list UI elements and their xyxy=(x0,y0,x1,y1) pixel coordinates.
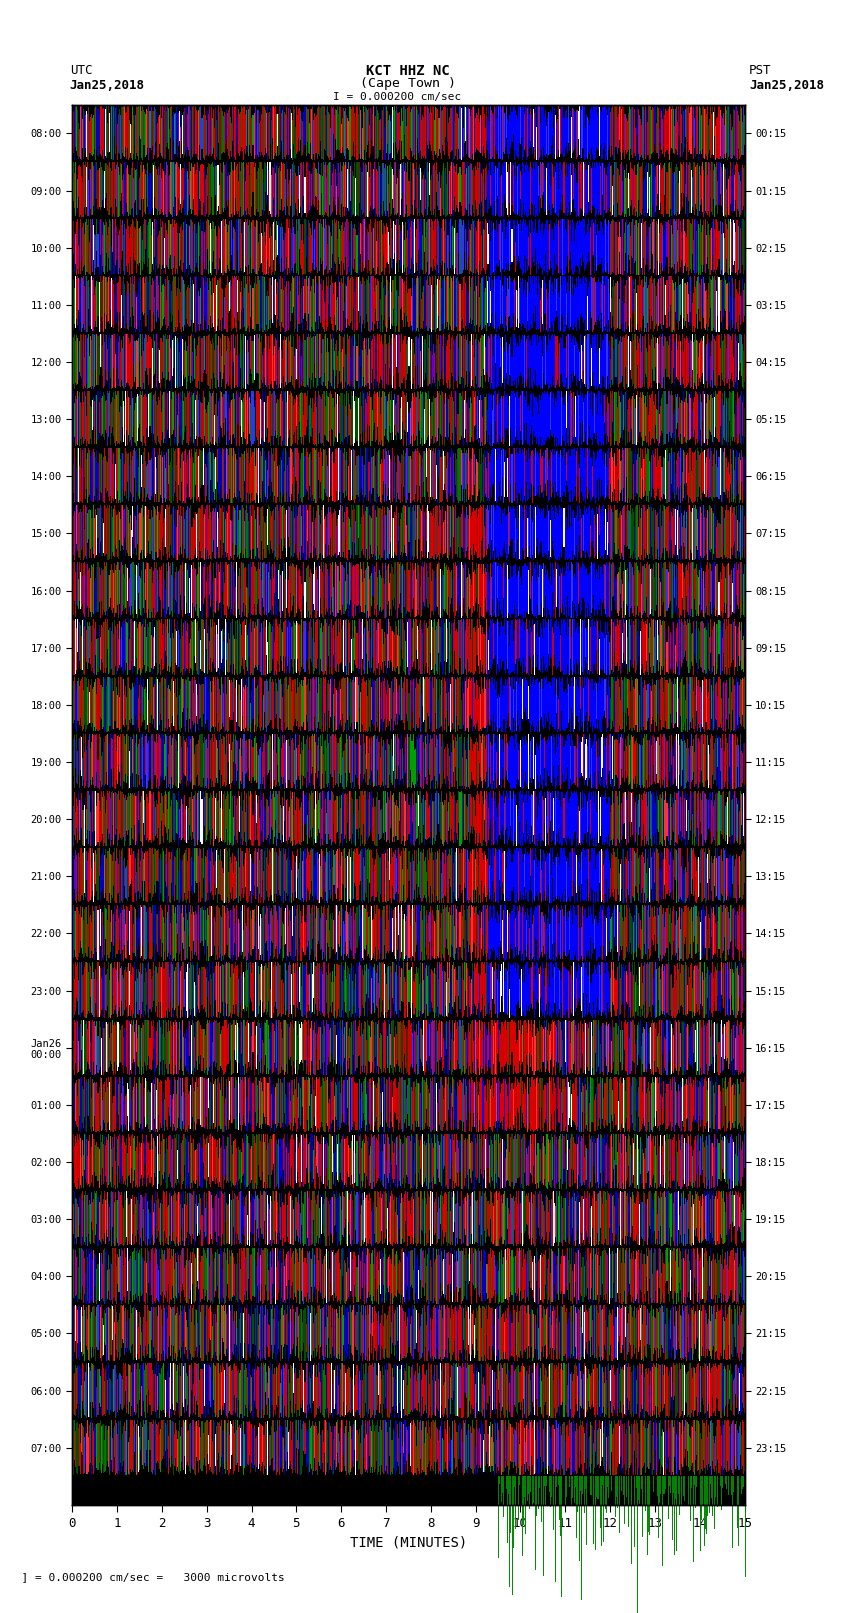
Text: Jan25,2018: Jan25,2018 xyxy=(749,79,824,92)
Text: KCT HHZ NC: KCT HHZ NC xyxy=(366,65,450,77)
Text: Jan25,2018: Jan25,2018 xyxy=(70,79,144,92)
X-axis label: TIME (MINUTES): TIME (MINUTES) xyxy=(350,1536,467,1550)
Text: UTC: UTC xyxy=(70,65,92,77)
Text: I = 0.000200 cm/sec: I = 0.000200 cm/sec xyxy=(333,92,461,102)
Text: PST: PST xyxy=(749,65,771,77)
Text: (Cape Town ): (Cape Town ) xyxy=(360,77,456,90)
Text: ] = 0.000200 cm/sec =   3000 microvolts: ] = 0.000200 cm/sec = 3000 microvolts xyxy=(8,1573,286,1582)
